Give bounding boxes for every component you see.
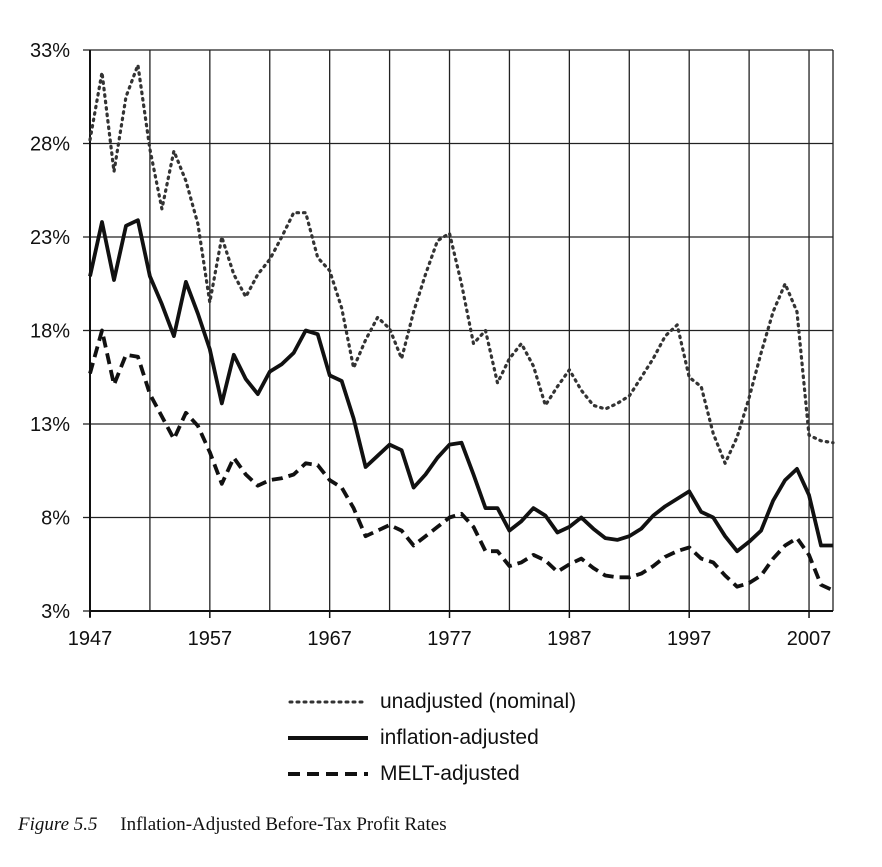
legend: unadjusted (nominal) inflation-adjusted … [288, 684, 648, 792]
legend-label-inflation-adjusted: inflation-adjusted [380, 726, 539, 749]
x-tick-label: 1987 [547, 628, 592, 650]
y-tick-label: 8% [41, 508, 70, 530]
y-tick-label: 28% [30, 134, 70, 156]
y-tick-label: 18% [30, 321, 70, 343]
legend-label-melt-adjusted: MELT-adjusted [380, 762, 520, 785]
chart-grid [90, 49, 834, 612]
tick-labels: 3% 8% 13% 18% 23% 28% 33% 1947 1957 1967 1977 1987 1… [30, 40, 831, 650]
series-line-inflation-adjusted [88, 218, 833, 554]
legend-swatch-solid [288, 736, 368, 740]
x-tick-label: 1967 [307, 628, 352, 650]
y-tick-label: 3% [41, 601, 70, 623]
figure-caption: Figure 5.5 Inflation-Adjusted Before-Tax… [18, 814, 447, 836]
legend-swatch-dashed [288, 772, 368, 776]
legend-item-inflation-adjusted: inflation-adjusted [288, 720, 648, 756]
series-line-unadjusted-nominal [88, 63, 835, 465]
legend-swatch-dotted [288, 700, 368, 704]
legend-item-melt-adjusted: MELT-adjusted [288, 756, 648, 792]
x-tick-label: 2007 [787, 628, 832, 650]
chart-axes [83, 49, 833, 618]
x-tick-label: 1977 [427, 628, 472, 650]
legend-label-unadjusted: unadjusted (nominal) [380, 690, 577, 713]
figure-number: Figure 5.5 [18, 814, 98, 835]
profit-rate-chart: 3% 8% 13% 18% 23% 28% 33% 1947 1957 1967 1977 1987 1… [30, 40, 835, 650]
figure-title: Inflation-Adjusted Before-Tax Profit Rat… [120, 814, 447, 835]
y-tick-label: 13% [30, 414, 70, 436]
y-tick-label: 33% [30, 40, 70, 62]
series-lines [88, 63, 835, 593]
x-tick-label: 1947 [68, 628, 113, 650]
x-tick-label: 1957 [188, 628, 233, 650]
legend-item-unadjusted: unadjusted (nominal) [288, 684, 648, 720]
x-tick-label: 1997 [667, 628, 712, 650]
series-line-melt-adjusted [88, 328, 834, 593]
y-tick-label: 23% [30, 227, 70, 249]
